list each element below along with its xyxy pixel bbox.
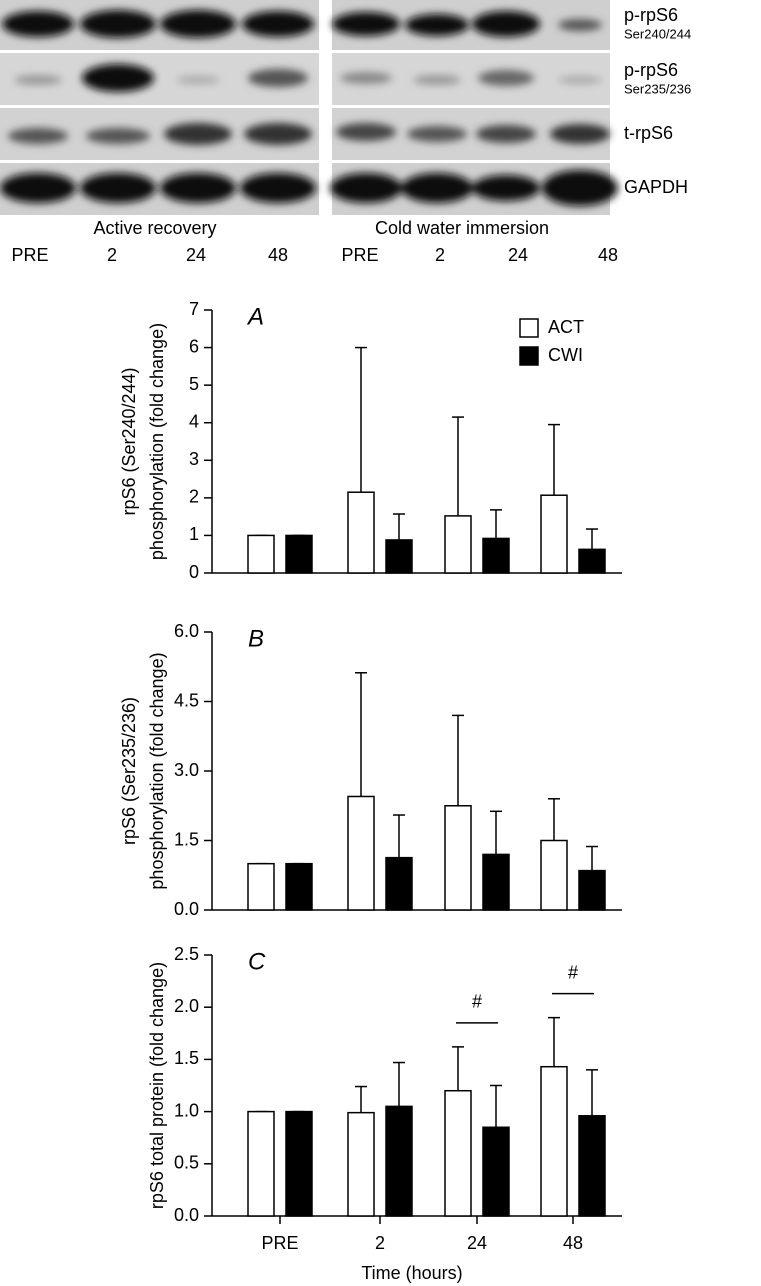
- blot-lane-label: PRE: [11, 245, 48, 265]
- y-tick-label: 2: [189, 487, 199, 507]
- bar: [285, 534, 313, 574]
- x-tick-label: 2: [375, 1233, 385, 1253]
- panel-label: A: [246, 303, 264, 330]
- y-tick-label: 0.0: [174, 899, 199, 919]
- y-tick-label: 4.5: [174, 690, 199, 710]
- bar: [385, 1105, 413, 1217]
- blot-image: [0, 0, 618, 215]
- y-tick-label: 4: [189, 411, 199, 431]
- panel-label: B: [248, 625, 264, 652]
- y-tick-label: 5: [189, 374, 199, 394]
- blot-lane-label: 48: [598, 245, 618, 265]
- y-tick-label: 0.0: [174, 1205, 199, 1225]
- legend-swatch: [519, 318, 539, 338]
- panel-label: C: [248, 948, 266, 975]
- bar: [247, 862, 275, 911]
- y-tick-label: 6.0: [174, 621, 199, 641]
- blot-lane-label: 2: [435, 245, 445, 265]
- bar: [347, 491, 375, 574]
- y-tick-label: 2.0: [174, 996, 199, 1016]
- y-axis-label: rpS6 total protein (fold change): [147, 962, 167, 1209]
- x-tick-label: 48: [563, 1233, 583, 1253]
- y-tick-label: 7: [189, 299, 199, 319]
- blot-group-label: Cold water immersion: [375, 218, 549, 238]
- x-axis-label: Time (hours): [361, 1263, 462, 1283]
- y-axis-label: phosphorylation (fold change): [147, 652, 167, 889]
- bar: [444, 805, 472, 911]
- y-axis-label: rpS6 (Ser235/236): [119, 697, 139, 845]
- y-tick-label: 3: [189, 449, 199, 469]
- bar: [285, 862, 313, 911]
- significance-mark: #: [472, 992, 482, 1012]
- y-tick-label: 1: [189, 524, 199, 544]
- blot-lane-label: 48: [268, 245, 288, 265]
- bar: [540, 494, 568, 574]
- significance-mark: #: [568, 962, 578, 982]
- bar: [482, 853, 510, 911]
- y-axis-label: phosphorylation (fold change): [147, 323, 167, 560]
- y-tick-label: 0: [189, 562, 199, 582]
- bar: [385, 856, 413, 911]
- y-tick-label: 3.0: [174, 760, 199, 780]
- bar: [285, 1110, 313, 1217]
- bar: [540, 1065, 568, 1217]
- y-tick-label: 1.5: [174, 1048, 199, 1068]
- bar: [247, 534, 275, 574]
- bar: [444, 515, 472, 574]
- blot-row-sub: Ser235/236: [624, 81, 691, 96]
- bar: [444, 1089, 472, 1217]
- blot-row-label: p-rpS6: [624, 60, 678, 80]
- bar: [540, 839, 568, 911]
- bar: [578, 1115, 606, 1217]
- blot-lane-label: 24: [186, 245, 206, 265]
- legend-label: CWI: [548, 345, 583, 365]
- bar: [482, 1126, 510, 1217]
- bar: [578, 548, 606, 574]
- bar: [482, 537, 510, 574]
- y-tick-label: 2.5: [174, 944, 199, 964]
- legend-label: ACT: [548, 317, 584, 337]
- y-axis-label: rpS6 (Ser240/244): [119, 367, 139, 515]
- blot-row-label: GAPDH: [624, 177, 688, 197]
- y-tick-label: 6: [189, 336, 199, 356]
- blot-row-label: t-rpS6: [624, 123, 673, 143]
- blot-row-sub: Ser240/244: [624, 26, 691, 41]
- y-tick-label: 1.5: [174, 829, 199, 849]
- y-tick-label: 0.5: [174, 1153, 199, 1173]
- blot-row-label: p-rpS6: [624, 5, 678, 25]
- bar: [347, 795, 375, 911]
- blot-lane-label: PRE: [341, 245, 378, 265]
- bar: [347, 1111, 375, 1217]
- legend-swatch: [519, 346, 539, 366]
- blot-lane-label: 24: [508, 245, 528, 265]
- bar: [578, 869, 606, 911]
- blot-lane-label: 2: [107, 245, 117, 265]
- x-tick-label: PRE: [261, 1233, 298, 1253]
- y-tick-label: 1.0: [174, 1100, 199, 1120]
- x-tick-label: 24: [467, 1233, 487, 1253]
- bar: [385, 539, 413, 574]
- blot-group-label: Active recovery: [93, 218, 216, 238]
- bar: [247, 1110, 275, 1217]
